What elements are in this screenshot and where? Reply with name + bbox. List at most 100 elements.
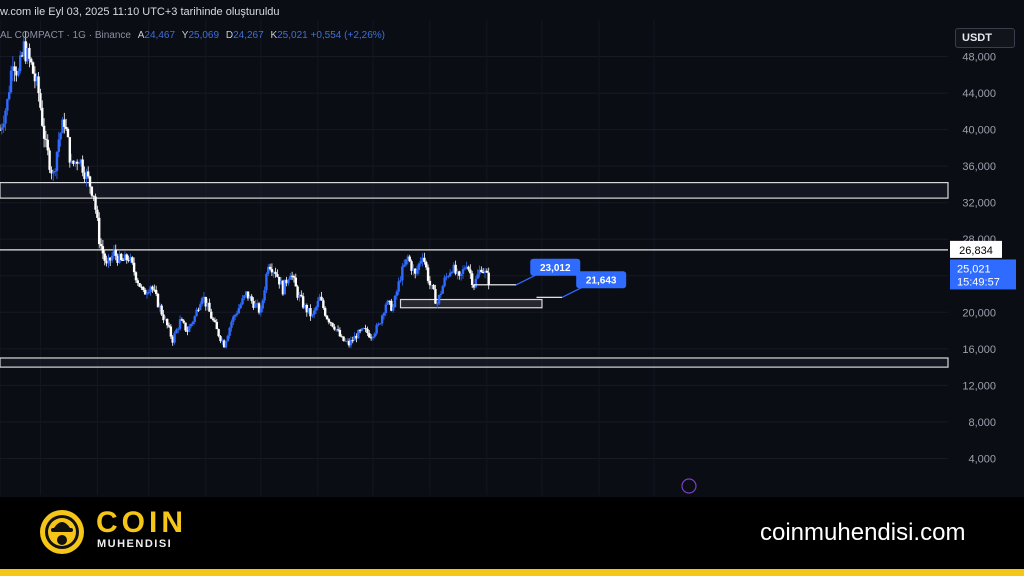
candle-body <box>219 336 222 342</box>
candle-body <box>110 255 114 261</box>
candle-body <box>0 127 4 130</box>
currency-button[interactable]: USDT <box>955 28 1015 48</box>
candle-body <box>408 256 411 262</box>
candle-body <box>469 269 472 274</box>
candle-body <box>221 340 224 342</box>
candle-body <box>180 319 184 321</box>
candle-body <box>474 278 478 288</box>
candle-body <box>90 186 94 196</box>
candle-body <box>0 129 2 131</box>
candle-body <box>208 302 211 312</box>
candle-body <box>395 291 399 296</box>
candle-body <box>99 244 103 247</box>
candle-body <box>323 308 327 316</box>
candle-body <box>322 300 325 309</box>
candle-body <box>224 341 228 348</box>
candle-body <box>351 340 354 342</box>
candle-body <box>259 308 263 313</box>
candle-body <box>138 283 141 287</box>
created-info: w.com ile Eyl 03, 2025 11:10 UTC+3 tarih… <box>0 6 280 18</box>
candle-body <box>199 304 202 310</box>
candle-body <box>11 66 15 71</box>
candle-body <box>472 284 476 288</box>
candle-body <box>454 264 457 274</box>
candle-body <box>338 329 342 337</box>
candle-body <box>336 329 340 331</box>
candle-body <box>487 272 490 285</box>
candle-body <box>42 125 46 139</box>
candle-body <box>131 257 134 263</box>
candle-body <box>437 295 441 304</box>
candle-body <box>230 321 233 328</box>
candle-body <box>178 319 182 329</box>
candle-body <box>206 302 209 307</box>
candle-body <box>197 309 200 311</box>
candle-body <box>17 71 20 76</box>
candle-body <box>53 170 57 172</box>
candle-body <box>19 55 22 72</box>
candle-body <box>2 123 5 128</box>
candle-body <box>421 257 424 261</box>
annotation-label-1: 21,643 <box>586 275 617 286</box>
site-url: coinmuhendisi.com <box>760 519 966 546</box>
candle-body <box>287 279 290 284</box>
candle-body <box>74 161 77 164</box>
candle-body <box>364 328 367 330</box>
candle-body <box>243 295 246 299</box>
candle-body <box>325 315 329 320</box>
candle-body <box>22 41 26 56</box>
candle-body <box>200 298 204 305</box>
candle-body <box>213 320 217 322</box>
candle-body <box>129 257 132 261</box>
candle-body <box>278 276 281 285</box>
candle-body <box>441 286 444 294</box>
candle-body <box>44 138 48 140</box>
candle-body <box>448 272 452 277</box>
ohlc-high-label: Y <box>181 30 189 41</box>
candle-body <box>335 329 338 331</box>
candle-body <box>103 253 106 261</box>
candle-body <box>349 340 353 346</box>
y-tick-label-1: 8,000 <box>968 417 996 429</box>
candle-body <box>232 316 235 322</box>
candle-body <box>52 171 55 174</box>
candle-body <box>465 266 468 269</box>
candle-body <box>215 321 218 330</box>
candle-body <box>153 289 156 291</box>
candle-body <box>127 259 130 261</box>
price-label-0: 26,834 <box>959 245 993 257</box>
candle-body <box>222 340 226 348</box>
lightning-event-icon[interactable] <box>681 478 697 494</box>
ohlc-high-value: 25,069 <box>188 30 220 41</box>
candle-body <box>316 300 320 308</box>
candle-body <box>417 263 421 271</box>
candle-body <box>353 335 356 341</box>
candle-body <box>237 308 241 314</box>
coin-logo-icon <box>40 510 84 554</box>
candle-body <box>344 340 347 342</box>
y-tick-label-11: 48,000 <box>962 52 996 64</box>
candle-body <box>476 274 479 279</box>
candle-body <box>283 279 286 295</box>
candle-body <box>439 293 443 296</box>
candle-body <box>46 139 49 151</box>
candle-body <box>30 58 33 63</box>
candle-body <box>6 99 9 111</box>
candle-body <box>380 315 384 324</box>
candle-body <box>66 128 70 138</box>
candle-body <box>114 249 117 256</box>
candle-body <box>140 286 143 288</box>
candle-body <box>37 76 40 94</box>
candle-body <box>244 291 248 296</box>
candle-body <box>368 333 371 338</box>
candle-body <box>61 119 64 134</box>
price-countdown-1: 15:49:57 <box>957 276 1000 288</box>
candle-body <box>331 322 334 327</box>
candle-body <box>92 195 95 197</box>
candle-body <box>121 260 125 262</box>
candle-body <box>360 328 364 331</box>
y-tick-label-2: 12,000 <box>962 380 996 392</box>
candle-body <box>94 196 97 210</box>
candle-body <box>467 266 470 270</box>
